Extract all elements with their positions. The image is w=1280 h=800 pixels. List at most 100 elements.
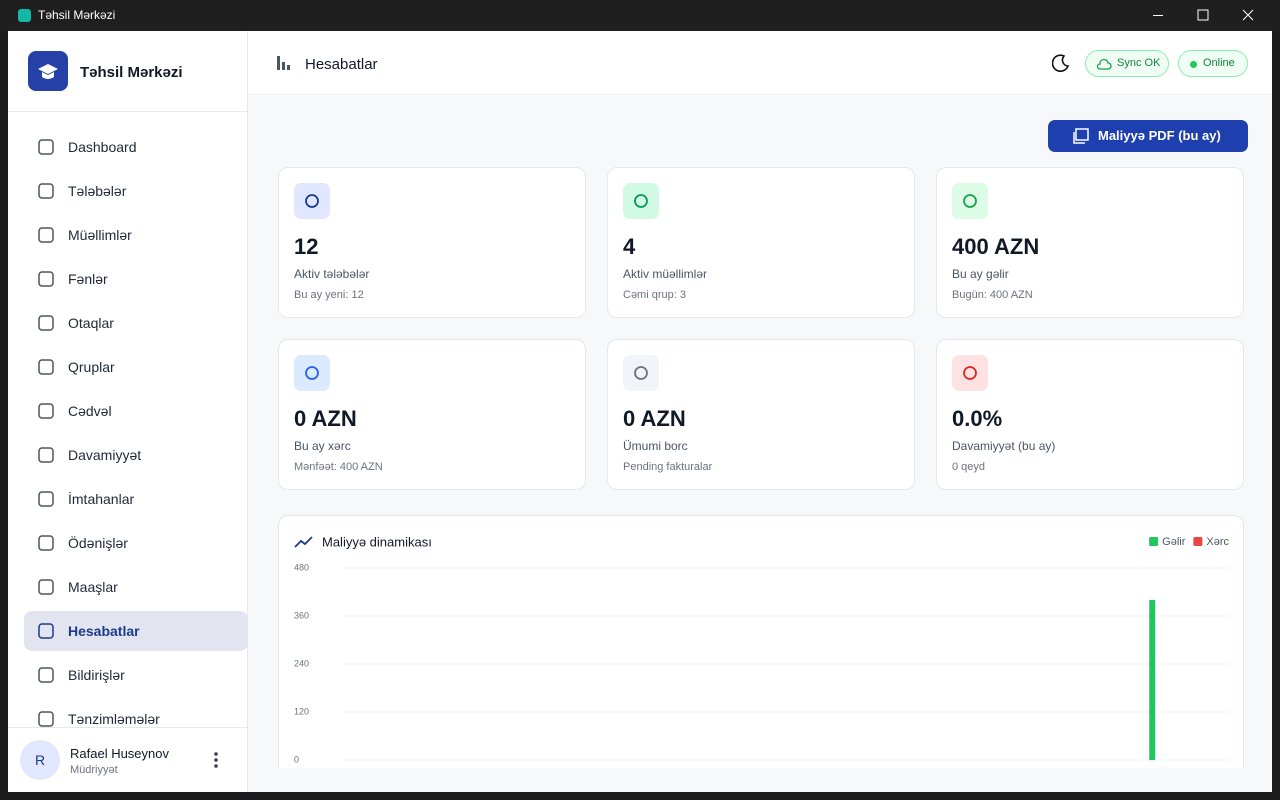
nav-item[interactable]: Davamiyyət xyxy=(24,435,248,475)
chart-title: Maliyyə dinamikası xyxy=(322,534,432,549)
nav-item[interactable]: Qruplar xyxy=(24,347,248,387)
nav-item[interactable]: İmtahanlar xyxy=(24,479,248,519)
nav-icon xyxy=(38,623,54,639)
theme-toggle[interactable] xyxy=(1052,54,1070,72)
stat-icon xyxy=(623,183,659,219)
export-button[interactable]: Maliyyə PDF (bu ay) xyxy=(1048,120,1248,152)
nav-item[interactable]: Fənlər xyxy=(24,259,248,299)
nav-item[interactable]: Hesabatlar xyxy=(24,611,248,651)
y-tick-label: 0 xyxy=(294,754,299,764)
export-label: Maliyyə PDF (bu ay) xyxy=(1098,128,1221,143)
stat-card: 4 Aktiv müəllimlər Cəmi qrup: 3 xyxy=(607,167,915,318)
nav-item[interactable]: Tələbələr xyxy=(24,171,248,211)
nav-item[interactable]: Dashboard xyxy=(24,127,248,167)
stat-value: 12 xyxy=(294,234,319,259)
app: Təhsil Mərkəzi Dashboard Tələbələr Müəllim… xyxy=(8,31,1272,792)
stat-note: Bu ay yeni: 12 xyxy=(294,289,364,301)
sync-label: Sync OK xyxy=(1117,57,1161,69)
stat-note: 0 qeyd xyxy=(952,461,986,473)
page-title: Hesabatlar xyxy=(305,56,378,73)
nav-icon xyxy=(38,227,54,243)
nav-item[interactable]: Bildirişlər xyxy=(24,655,248,695)
y-tick-label: 240 xyxy=(294,658,309,668)
nav-label: Müəllimlər xyxy=(68,227,132,243)
nav-icon xyxy=(38,139,54,155)
nav-icon xyxy=(38,667,54,683)
nav-icon xyxy=(38,447,54,463)
nav-icon xyxy=(38,359,54,375)
stat-icon xyxy=(294,183,330,219)
nav-label: Davamiyyət xyxy=(68,447,142,463)
y-tick-label: 360 xyxy=(294,610,309,620)
legend-label: Gəlir xyxy=(1162,536,1186,548)
stat-label: Aktiv müəllimlər xyxy=(623,267,708,281)
stat-note: Bugün: 400 AZN xyxy=(952,289,1033,301)
stat-label: Ümumi borc xyxy=(623,439,688,453)
stat-value: 0.0% xyxy=(952,406,1003,431)
nav-label: Tənzimləmələr xyxy=(68,711,160,727)
stat-label: Bu ay xərc xyxy=(294,439,351,453)
nav-label: Ödənişlər xyxy=(68,535,128,551)
nav-list: Dashboard Tələbələr Müəllimlər Fənlər Otaqla… xyxy=(8,31,248,727)
nav-label: Dashboard xyxy=(68,139,137,155)
nav-label: İmtahanlar xyxy=(68,491,135,507)
stat-label: Aktiv tələbələr xyxy=(294,267,370,281)
title-bar: Təhsil Mərkəzi xyxy=(0,0,1280,31)
y-tick-label: 120 xyxy=(294,706,309,716)
nav-item[interactable]: Müəllimlər xyxy=(24,215,248,255)
status-dot xyxy=(1190,61,1197,68)
header: Hesabatlar Sync OK Online xyxy=(248,31,1272,95)
stat-note: Cəmi qrup: 3 xyxy=(623,289,686,301)
nav-icon xyxy=(38,579,54,595)
nav-label: Maaşlar xyxy=(68,579,118,595)
nav-icon xyxy=(38,183,54,199)
legend-swatch xyxy=(1149,537,1159,546)
stat-note: Pending fakturalar xyxy=(623,461,713,473)
legend-label: Xərc xyxy=(1206,536,1229,548)
chart-card: Maliyyə dinamikası 0 120 240 360 480 Xərc Gəli… xyxy=(278,515,1244,768)
nav-icon xyxy=(38,491,54,507)
nav-icon xyxy=(38,315,54,331)
header-icon xyxy=(277,56,290,70)
stat-value: 0 AZN xyxy=(294,406,357,431)
nav-item[interactable]: Ödənişlər xyxy=(24,523,248,563)
nav-label: Fənlər xyxy=(68,271,108,287)
legend-swatch xyxy=(1193,537,1203,546)
stat-label: Bu ay gəlir xyxy=(952,267,1009,281)
nav-icon xyxy=(38,271,54,287)
stat-label: Davamiyyət (bu ay) xyxy=(952,439,1056,453)
nav-label: Otaqlar xyxy=(68,315,114,331)
stat-card: 400 AZN Bu ay gəlir Bugün: 400 AZN xyxy=(936,167,1244,318)
chart-icon xyxy=(294,536,313,548)
nav-label: Tələbələr xyxy=(68,183,127,199)
avatar: R xyxy=(20,740,60,780)
nav-label: Qruplar xyxy=(68,359,115,375)
nav-label: Bildirişlər xyxy=(68,667,125,683)
brand-name: Təhsil Mərkəzi xyxy=(80,64,183,81)
user-menu[interactable] xyxy=(208,750,224,770)
nav-label: Hesabatlar xyxy=(68,623,140,639)
content: Maliyyə PDF (bu ay) 12 Aktiv tələbələr Bu … xyxy=(248,95,1272,768)
divider xyxy=(8,727,248,728)
nav-item[interactable]: Tənzimləmələr xyxy=(24,699,248,727)
stat-icon xyxy=(623,355,659,391)
user-name: Rafael Huseynov xyxy=(70,746,169,761)
stat-value: 400 AZN xyxy=(952,234,1040,259)
nav-item[interactable]: Maaşlar xyxy=(24,567,248,607)
y-tick-label: 480 xyxy=(294,562,309,572)
stat-card: 0 AZN Ümumi borc Pending fakturalar xyxy=(607,339,915,490)
window-controls[interactable] xyxy=(1140,0,1270,31)
chart: Maliyyə dinamikası 0 120 240 360 480 Xərc Gəli… xyxy=(294,534,1229,764)
user-role: Müdriyyət xyxy=(70,764,118,776)
nav-item[interactable]: Cədvəl xyxy=(24,391,248,431)
bar xyxy=(1149,600,1156,760)
stat-card: 12 Aktiv tələbələr Bu ay yeni: 12 xyxy=(278,167,586,318)
status-label: Online xyxy=(1203,57,1235,69)
stat-icon xyxy=(952,183,988,219)
stat-card: 0.0% Davamiyyət (bu ay) 0 qeyd xyxy=(936,339,1244,490)
nav-item[interactable]: Otaqlar xyxy=(24,303,248,343)
stat-note: Mənfəət: 400 AZN xyxy=(294,461,383,473)
sync-badge: Sync OK xyxy=(1085,50,1169,77)
app-icon xyxy=(18,9,31,22)
